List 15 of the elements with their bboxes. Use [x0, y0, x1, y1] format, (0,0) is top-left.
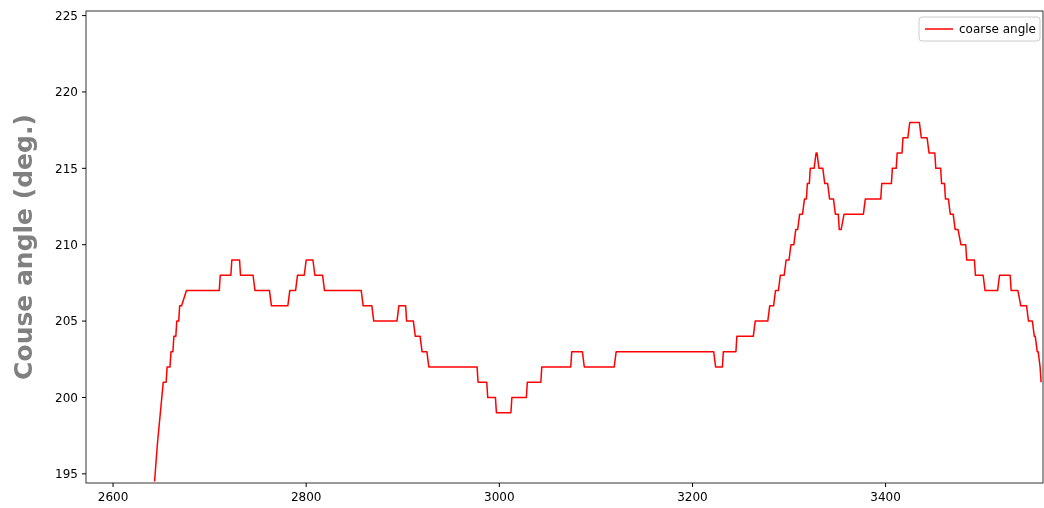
x-tick-label: 2800 [290, 490, 322, 504]
legend-label: coarse angle [959, 22, 1036, 37]
x-tick-label: 3400 [870, 490, 901, 504]
x-tick-label: 2600 [97, 490, 129, 504]
y-tick-label: 210 [55, 237, 78, 252]
x-tick-label: 3200 [677, 490, 708, 504]
y-tick-label: 205 [55, 314, 78, 329]
y-tick-label: 215 [55, 161, 78, 176]
y-tick-label: 195 [55, 467, 78, 482]
y-tick-label: 225 [55, 8, 78, 23]
line-series [153, 121, 1042, 483]
y-axis-title: Couse angle (deg.) [9, 114, 38, 380]
y-tick-label: 220 [55, 85, 78, 100]
y-tick-label: 200 [55, 390, 78, 405]
x-tick-label: 3000 [484, 490, 515, 504]
